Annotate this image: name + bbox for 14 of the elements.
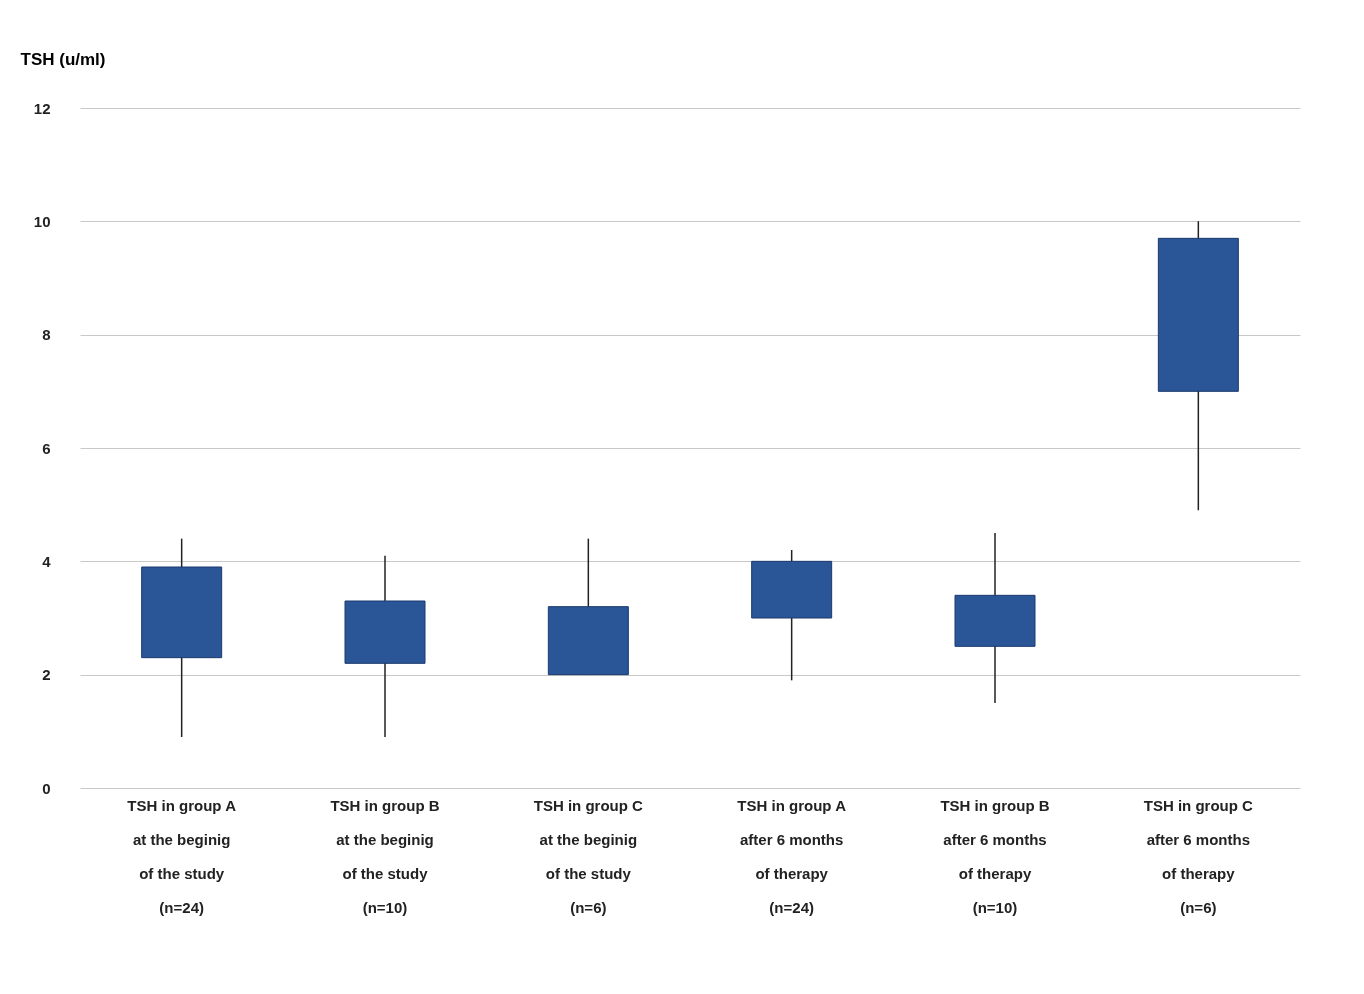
x-tick-label: TSH in group B after 6 months of therapy (n=10) <box>940 796 1050 916</box>
y-tick-label: 8 <box>42 326 51 344</box>
x-tick-label: TSH in group A at the beginig of the study (n=24) <box>127 796 237 916</box>
y-tick-label: 12 <box>33 99 51 117</box>
x-tick-label: TSH in group C after 6 months of therapy (n=6) <box>1143 796 1254 916</box>
y-tick-label: 10 <box>33 212 51 230</box>
x-tick-label: TSH in group A after 6 months of therapy (n=24) <box>737 796 847 916</box>
y-tick-label: 2 <box>42 666 51 684</box>
y-tick-label: 0 <box>42 779 51 797</box>
x-tick-label: TSH in group C at the beginig of the study (n=6) <box>533 796 644 916</box>
x-tick-label: TSH in group B at the beginig of the study (n=10) <box>330 796 440 916</box>
y-axis-title: TSH (u/ml) <box>20 49 106 69</box>
y-tick-label: 4 <box>42 552 52 570</box>
y-tick-label: 6 <box>42 439 51 457</box>
